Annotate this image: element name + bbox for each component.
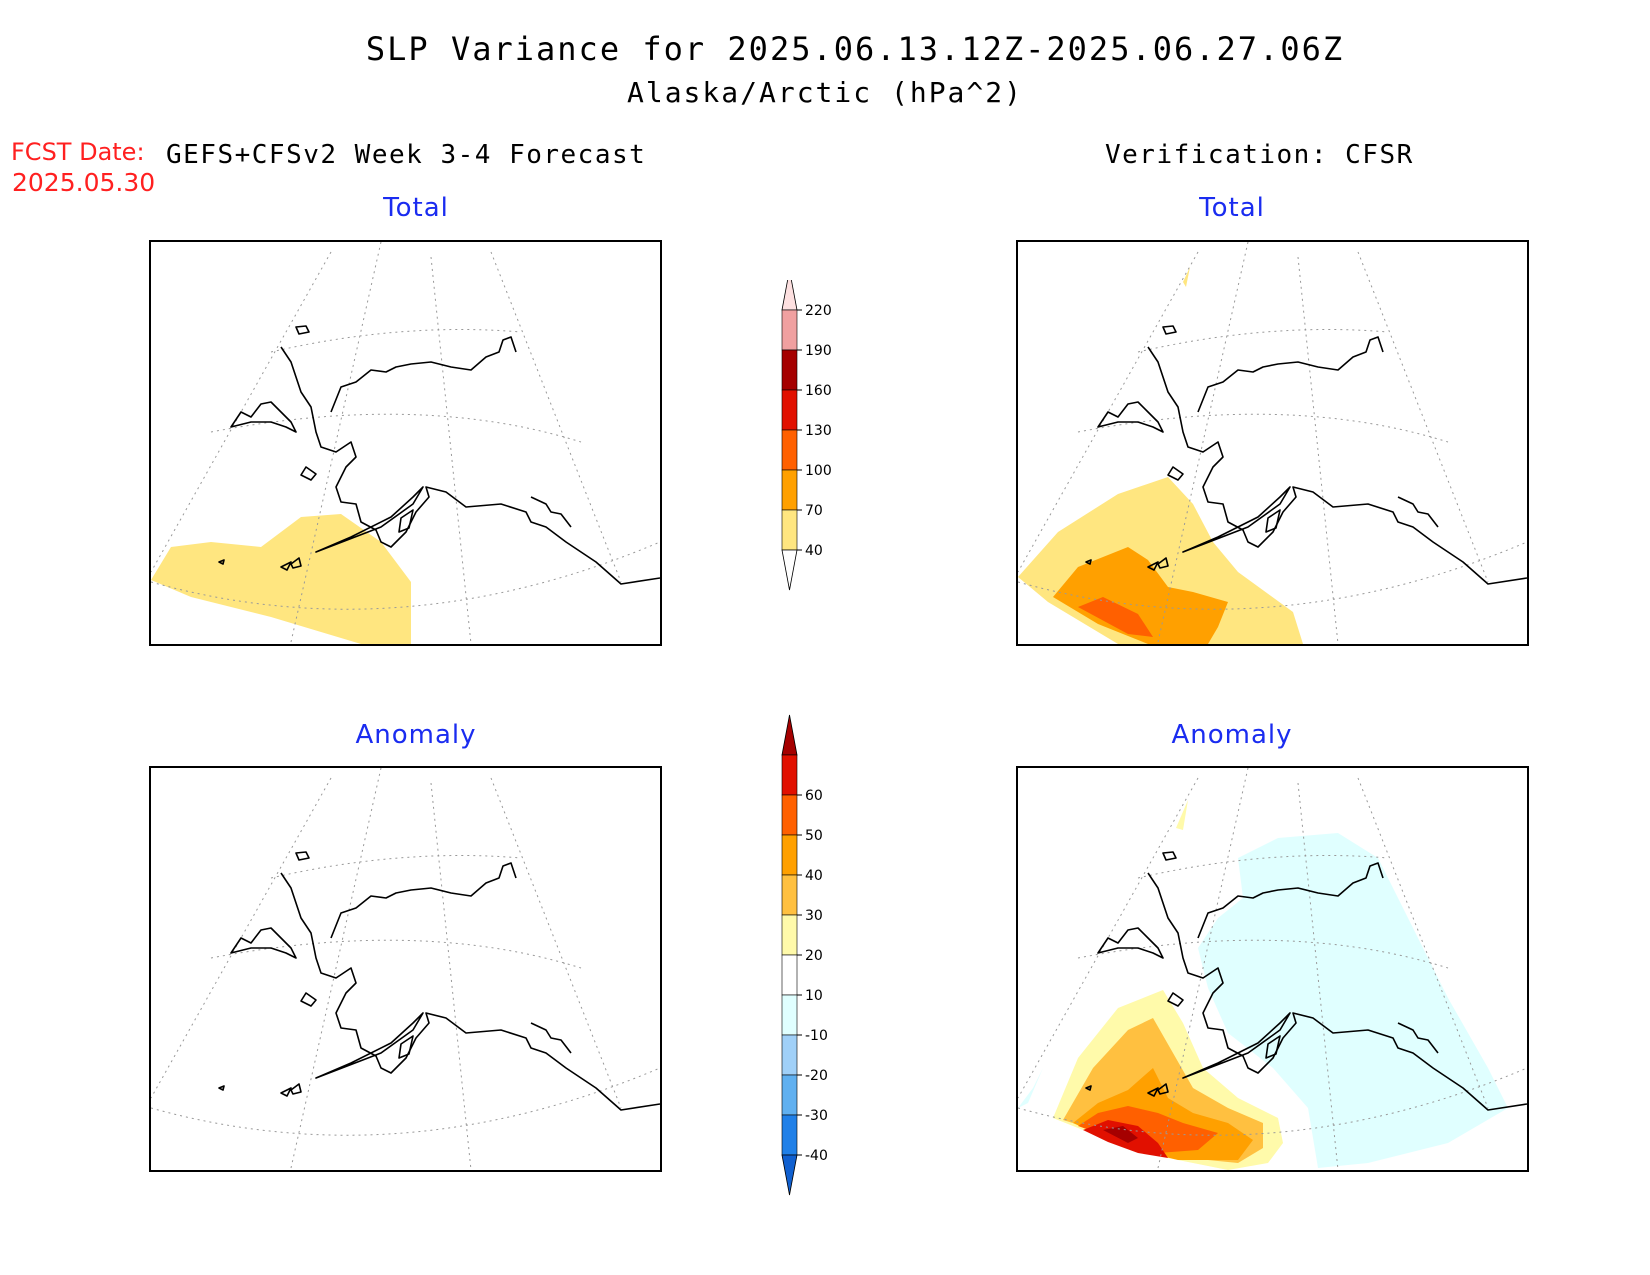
colorbar-total-segment bbox=[781, 309, 798, 351]
colorbar-anomaly-segment bbox=[781, 994, 798, 1036]
colorbar-total-label: 190 bbox=[805, 343, 832, 359]
fcst-date-label: FCST Date: bbox=[11, 138, 145, 166]
colorbar-anomaly-label: 60 bbox=[805, 788, 823, 804]
colorbar-anomaly-label: -40 bbox=[805, 1148, 828, 1164]
colorbar-anomaly-label: 20 bbox=[805, 948, 823, 964]
map-panel-forecast-anomaly bbox=[149, 766, 662, 1172]
variance-shading-40-top bbox=[1183, 267, 1190, 287]
colorbar-anomaly-segment bbox=[781, 914, 798, 956]
colorbar-total-label: 160 bbox=[805, 383, 832, 399]
map-verification-total bbox=[1018, 242, 1527, 644]
colorbar-total-label: 220 bbox=[805, 303, 832, 319]
anomaly-shading-10-top bbox=[1176, 800, 1188, 830]
colorbar-anomaly-label: -30 bbox=[805, 1108, 828, 1124]
colorbar-anomaly-label: 30 bbox=[805, 908, 823, 924]
colorbar-anomaly-segment bbox=[781, 874, 798, 916]
colorbar-total-segment bbox=[781, 389, 798, 431]
anomaly-shading-neg10-left bbox=[1018, 1068, 1043, 1108]
anomaly-shading-neg10 bbox=[1198, 833, 1508, 1168]
panel-title-forecast-anomaly: Anomaly bbox=[355, 720, 477, 750]
panel-title-verification-anomaly: Anomaly bbox=[1171, 720, 1293, 750]
map-forecast-total bbox=[151, 242, 660, 644]
colorbar-total-top-triangle bbox=[781, 280, 798, 311]
map-forecast-anomaly bbox=[151, 768, 660, 1170]
verification-column-header: Verification: CFSR bbox=[1105, 140, 1414, 170]
colorbar-anomaly-segment bbox=[781, 1114, 798, 1156]
anomaly-shading-40 bbox=[1078, 1106, 1218, 1153]
fcst-date-value: 2025.05.30 bbox=[12, 168, 156, 197]
colorbar-anomaly-label: 50 bbox=[805, 828, 823, 844]
colorbar-total-segment bbox=[781, 509, 798, 551]
colorbars: 40 70 100 130 160 190 220 -40 -30 -20 -10 10 20 30 40… bbox=[781, 280, 832, 1196]
colorbar-anomaly-segment bbox=[781, 834, 798, 876]
map-panel-verification-anomaly bbox=[1016, 766, 1529, 1172]
colorbar-total-segment bbox=[781, 469, 798, 511]
colorbar-anomaly-segment bbox=[781, 1074, 798, 1116]
colorbar-total-label: 40 bbox=[805, 543, 823, 559]
colorbar-anomaly-segment bbox=[781, 754, 798, 796]
panel-title-forecast-total: Total bbox=[383, 193, 449, 223]
map-verification-anomaly bbox=[1018, 768, 1527, 1170]
colorbar-total-label: 70 bbox=[805, 503, 823, 519]
variance-shading-100 bbox=[1078, 597, 1153, 637]
colorbar-anomaly-segment bbox=[781, 954, 798, 996]
map-panel-forecast-total bbox=[149, 240, 662, 646]
variance-shading-70 bbox=[1053, 547, 1228, 644]
colorbar-total-label: 100 bbox=[805, 463, 832, 479]
colorbar-anomaly-label: 40 bbox=[805, 868, 823, 884]
colorbar-anomaly-segment bbox=[781, 1034, 798, 1076]
colorbar-total-segment bbox=[781, 349, 798, 391]
colorbar-anomaly-label: -10 bbox=[805, 1028, 828, 1044]
colorbar-total-label: 130 bbox=[805, 423, 832, 439]
colorbar-total-bottom-triangle bbox=[781, 549, 798, 591]
colorbar-anomaly-label: -20 bbox=[805, 1068, 828, 1084]
colorbar-total-segment bbox=[781, 429, 798, 471]
panel-title-verification-total: Total bbox=[1199, 193, 1265, 223]
colorbar-anomaly: -40 -30 -20 -10 10 20 30 40 50 60 bbox=[781, 714, 828, 1196]
main-title: SLP Variance for 2025.06.13.12Z-2025.06.… bbox=[365, 30, 1345, 68]
colorbar-anomaly-top-triangle bbox=[781, 714, 798, 756]
colorbar-anomaly-bottom-triangle bbox=[781, 1154, 798, 1196]
variance-shading-40 bbox=[151, 514, 411, 644]
anomaly-shading-60 bbox=[1103, 1126, 1138, 1143]
colorbar-anomaly-label: 10 bbox=[805, 988, 823, 1004]
colorbar-anomaly-segment bbox=[781, 794, 798, 836]
forecast-column-header: GEFS+CFSv2 Week 3-4 Forecast bbox=[166, 140, 647, 170]
main-subtitle: Alaska/Arctic (hPa^2) bbox=[626, 76, 1023, 109]
map-panel-verification-total bbox=[1016, 240, 1529, 646]
colorbar-total: 40 70 100 130 160 190 220 bbox=[781, 280, 832, 591]
